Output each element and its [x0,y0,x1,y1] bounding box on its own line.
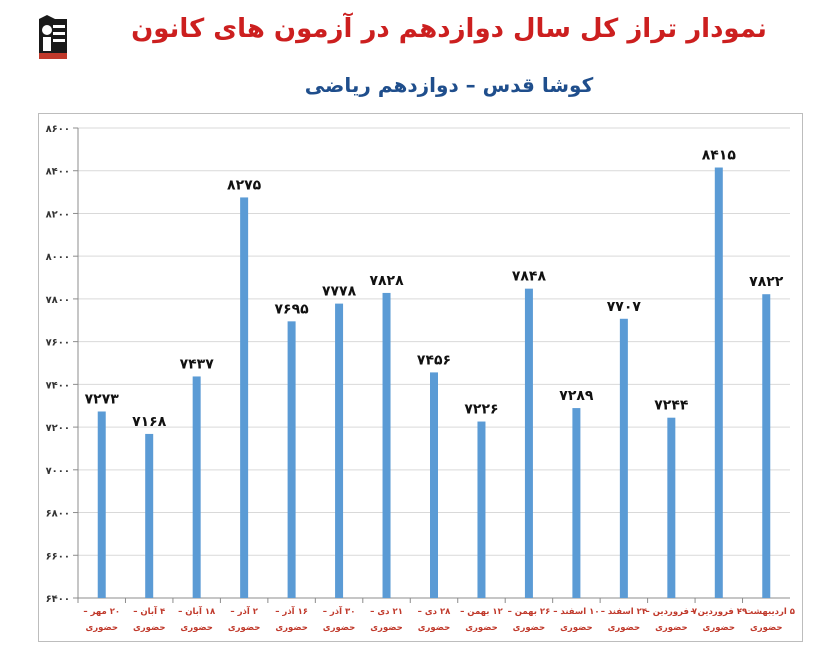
y-tick-label: ۸۲۰۰ [46,209,70,220]
bar [145,433,154,598]
bar [477,421,486,598]
data-label: ۷۸۴۸ [512,269,547,285]
x-tick-label: حضوری [703,623,736,633]
bar [762,294,771,598]
bar [430,372,438,598]
data-label: ۷۲۸۹ [559,388,594,404]
x-tick-label: حضوری [323,623,356,633]
chart-subtitle: کوشا قدس – دوازدهم ریاضی [304,73,594,97]
chart-title: نمودار تراز کل سال دوازدهم در آزمون های … [131,14,767,44]
x-tick-label: ۲۸ دی – [418,607,452,617]
y-tick-label: ۶۴۰۰ [46,594,70,605]
x-tick-label: حضوری [133,623,166,633]
plot-frame [38,113,803,642]
data-label: ۷۸۲۲ [749,274,784,290]
y-tick-label: ۷۰۰۰ [46,466,70,477]
x-tick-label: حضوری [750,623,783,633]
bar [619,318,628,598]
x-tick-label: ۲۶ بهمن – [508,607,551,617]
x-tick-label: ۲۴ اسفند – [601,607,647,617]
x-tick-label: حضوری [228,623,261,633]
x-tick-label: حضوری [608,623,641,633]
x-tick-label: ۲ آذر – [230,605,258,617]
data-label: ۷۱۶۸ [132,414,167,430]
bar [240,197,249,598]
x-tick-label: حضوری [655,623,688,633]
bar [667,417,676,598]
x-tick-label: ۵ اردیبهشت – [738,607,795,617]
bar [287,321,296,598]
y-tick-label: ۸۶۰۰ [46,124,70,135]
data-label: ۷۲۲۶ [464,402,498,418]
x-tick-label: حضوری [513,623,546,633]
bar [382,292,391,598]
y-tick-label: ۷۶۰۰ [46,338,70,349]
data-label: ۷۴۵۶ [417,352,451,368]
x-tick-label: ۱۰ اسفند – [553,607,599,617]
x-tick-label: ۲۹ فروردین – [690,607,748,617]
x-tick-label: حضوری [560,623,593,633]
y-tick-label: ۷۴۰۰ [46,380,70,391]
x-tick-label: ۳۰ آذر – [323,605,356,617]
bar [524,288,533,598]
x-tick-label: حضوری [418,623,451,633]
data-label: ۷۲۷۳ [85,391,120,407]
data-label: ۷۴۳۷ [180,356,215,372]
x-tick-label: حضوری [180,623,213,633]
y-tick-label: ۶۸۰۰ [46,509,70,520]
y-tick-label: ۸۴۰۰ [46,167,70,178]
bar [192,376,201,598]
x-tick-label: ۱۸ آبان – [178,605,216,617]
x-tick-label: ۱۶ آذر – [275,605,308,617]
x-tick-label: ۲۱ دی – [370,607,403,617]
y-tick-label: ۷۲۰۰ [46,423,70,434]
bar [714,167,723,599]
x-tick-label: ۷ فروردین – [646,607,698,617]
x-tick-label: حضوری [370,623,403,633]
data-label: ۷۶۹۵ [275,301,310,317]
bar [335,303,344,598]
bar [97,411,106,598]
y-tick-label: ۷۸۰۰ [46,295,70,306]
bar [572,408,581,598]
x-tick-label: ۴ آبان – [133,605,165,617]
data-label: ۷۸۲۸ [369,273,404,289]
x-tick-label: حضوری [85,623,118,633]
x-tick-label: ۲۰ مهر – [83,607,120,617]
data-label: ۸۲۷۵ [227,177,262,193]
y-tick-label: ۶۶۰۰ [46,551,70,562]
kanoon-logo-icon [33,13,71,63]
data-label: ۷۷۷۸ [322,284,357,300]
x-tick-label: حضوری [275,623,308,633]
data-label: ۷۷۰۷ [607,299,642,315]
y-tick-label: ۸۰۰۰ [46,252,70,263]
x-tick-label: حضوری [465,623,498,633]
data-label: ۷۲۴۴ [654,398,689,414]
x-tick-label: ۱۲ بهمن – [460,607,504,617]
data-label: ۸۴۱۵ [702,148,737,164]
